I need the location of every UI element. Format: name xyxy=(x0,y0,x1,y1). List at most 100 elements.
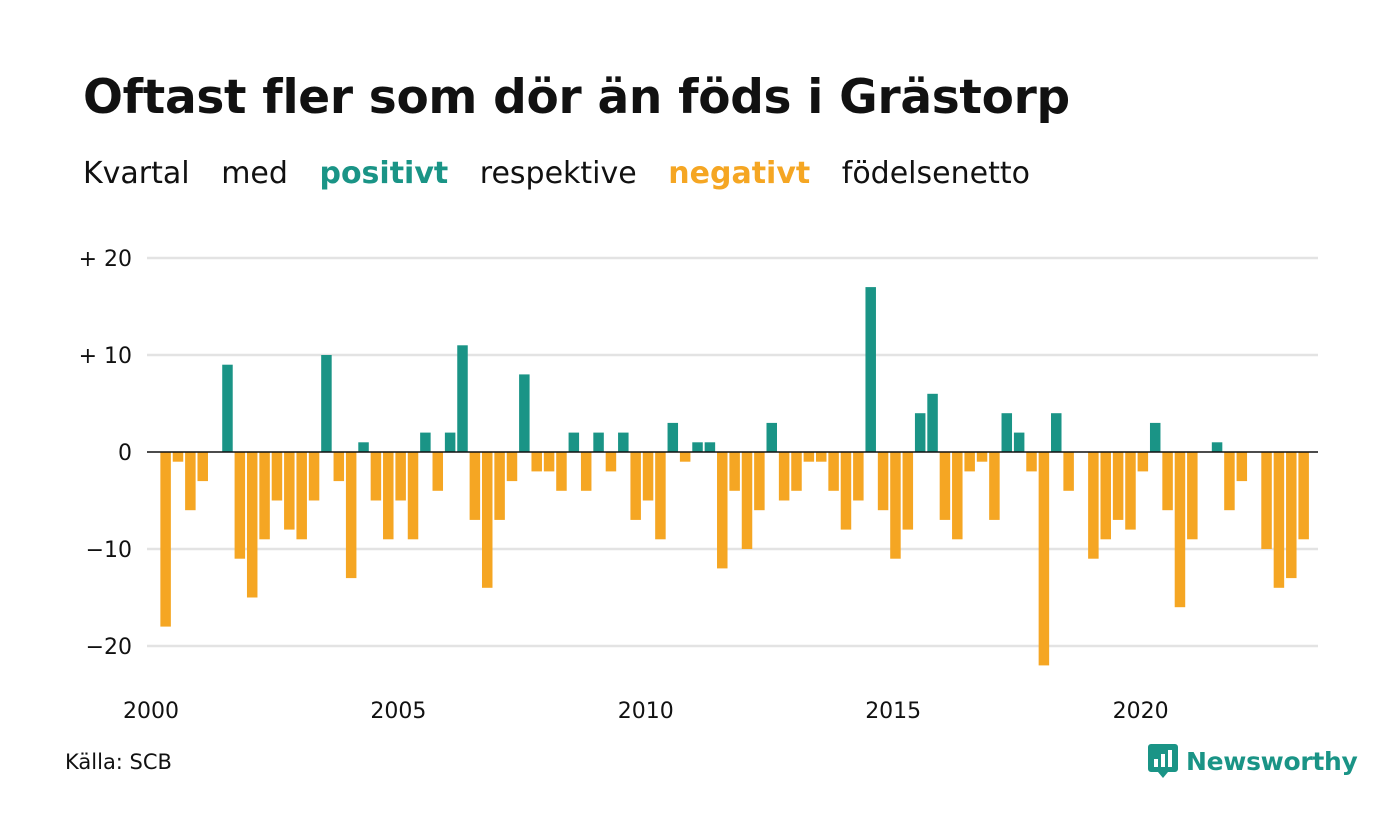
source-note: Källa: SCB xyxy=(65,750,172,774)
bar-negative xyxy=(853,452,864,501)
bar-negative xyxy=(964,452,975,472)
bar-negative xyxy=(271,452,283,501)
bar-negative xyxy=(1174,452,1186,608)
bar-positive xyxy=(1001,413,1013,452)
bar-negative xyxy=(308,452,320,501)
bar-positive xyxy=(568,432,580,452)
newsworthy-icon xyxy=(1148,744,1178,778)
bar-negative xyxy=(259,452,270,540)
bar-positive xyxy=(618,432,629,452)
x-tick-label: 2020 xyxy=(1113,699,1169,724)
bar-negative xyxy=(506,452,518,482)
bar-negative xyxy=(754,452,765,511)
bar-positive xyxy=(704,442,716,452)
bar-negative xyxy=(741,452,753,549)
x-tick-label: 2005 xyxy=(370,699,426,724)
bar-negative xyxy=(890,452,901,559)
subtitle-part: respektive xyxy=(479,156,637,191)
bar-positive xyxy=(519,374,530,452)
bar-negative xyxy=(494,452,505,520)
bar-negative xyxy=(1162,452,1173,511)
subtitle-part: födelsenetto xyxy=(841,156,1030,191)
bar-negative xyxy=(1125,452,1136,530)
brand-name: Newsworthy xyxy=(1186,746,1358,776)
bar-negative xyxy=(580,452,592,491)
x-tick-label: 2010 xyxy=(618,699,674,724)
bar-negative xyxy=(1224,452,1235,511)
bar-negative xyxy=(1112,452,1124,520)
bar-negative xyxy=(791,452,802,491)
bar-negative xyxy=(234,452,246,559)
chart-subtitle: Kvartal med positivt respektive negativt… xyxy=(83,156,1052,191)
bar-negative xyxy=(469,452,481,520)
bar-negative xyxy=(481,452,493,588)
y-tick-label: + 20 xyxy=(79,247,132,272)
bar-negative xyxy=(679,452,691,462)
bar-negative xyxy=(1088,452,1099,559)
bar-negative xyxy=(902,452,914,530)
bar-positive xyxy=(1051,413,1062,452)
bar-negative xyxy=(939,452,951,520)
bar-positive xyxy=(914,413,926,452)
bar-negative xyxy=(605,452,617,472)
bar-positive xyxy=(420,432,431,452)
bar-negative xyxy=(345,452,357,579)
bar-negative xyxy=(185,452,196,511)
bar-positive xyxy=(593,432,604,452)
bar-negative xyxy=(877,452,889,511)
bar-negative xyxy=(778,452,790,501)
bar-negative xyxy=(1273,452,1285,588)
subtitle-negative: negativt xyxy=(668,156,811,191)
bar-negative xyxy=(655,452,666,540)
bar-negative xyxy=(1038,452,1050,666)
bar-negative xyxy=(815,452,827,462)
subtitle-part: Kvartal xyxy=(83,156,190,191)
y-tick-label: 0 xyxy=(118,441,132,466)
bar-negative xyxy=(1286,452,1297,579)
bar-positive xyxy=(927,393,938,452)
subtitle-positive: positivt xyxy=(319,156,449,191)
bar-negative xyxy=(172,452,184,462)
bar-negative xyxy=(803,452,815,462)
bar-negative xyxy=(840,452,852,530)
bar-positive xyxy=(358,442,369,452)
bar-negative xyxy=(296,452,307,540)
bar-positive xyxy=(222,364,233,452)
bar-negative xyxy=(160,452,171,627)
y-tick-label: −20 xyxy=(86,635,132,660)
bar-negative xyxy=(1063,452,1074,491)
bar-negative xyxy=(543,452,555,472)
bar-negative xyxy=(717,452,728,569)
bar-positive xyxy=(692,442,703,452)
bar-negative xyxy=(976,452,988,462)
bar-positive xyxy=(766,422,777,452)
bar-positive xyxy=(457,345,468,452)
bar-positive xyxy=(667,422,679,452)
bar-negative xyxy=(197,452,208,482)
bar-negative xyxy=(1236,452,1248,482)
bar-negative xyxy=(407,452,419,540)
brand-logo: Newsworthy xyxy=(1148,744,1358,778)
bar-negative xyxy=(828,452,839,491)
bar-negative xyxy=(630,452,641,520)
bar-positive xyxy=(1149,422,1161,452)
x-tick-label: 2015 xyxy=(865,699,921,724)
bar-negative xyxy=(370,452,382,501)
bar-negative xyxy=(1187,452,1198,540)
bar-negative xyxy=(395,452,406,501)
bar-negative xyxy=(1298,452,1309,540)
subtitle-part: med xyxy=(221,156,288,191)
y-tick-label: −10 xyxy=(86,538,132,563)
bar-positive xyxy=(1211,442,1223,452)
y-tick-label: + 10 xyxy=(79,344,132,369)
bar-negative xyxy=(333,452,345,482)
bar-negative xyxy=(432,452,444,491)
bar-negative xyxy=(531,452,542,472)
bar-negative xyxy=(729,452,740,491)
bar-negative xyxy=(952,452,963,540)
bar-negative xyxy=(1100,452,1111,540)
bar-negative xyxy=(383,452,394,540)
bar-negative xyxy=(284,452,295,530)
x-tick-label: 2000 xyxy=(123,699,179,724)
